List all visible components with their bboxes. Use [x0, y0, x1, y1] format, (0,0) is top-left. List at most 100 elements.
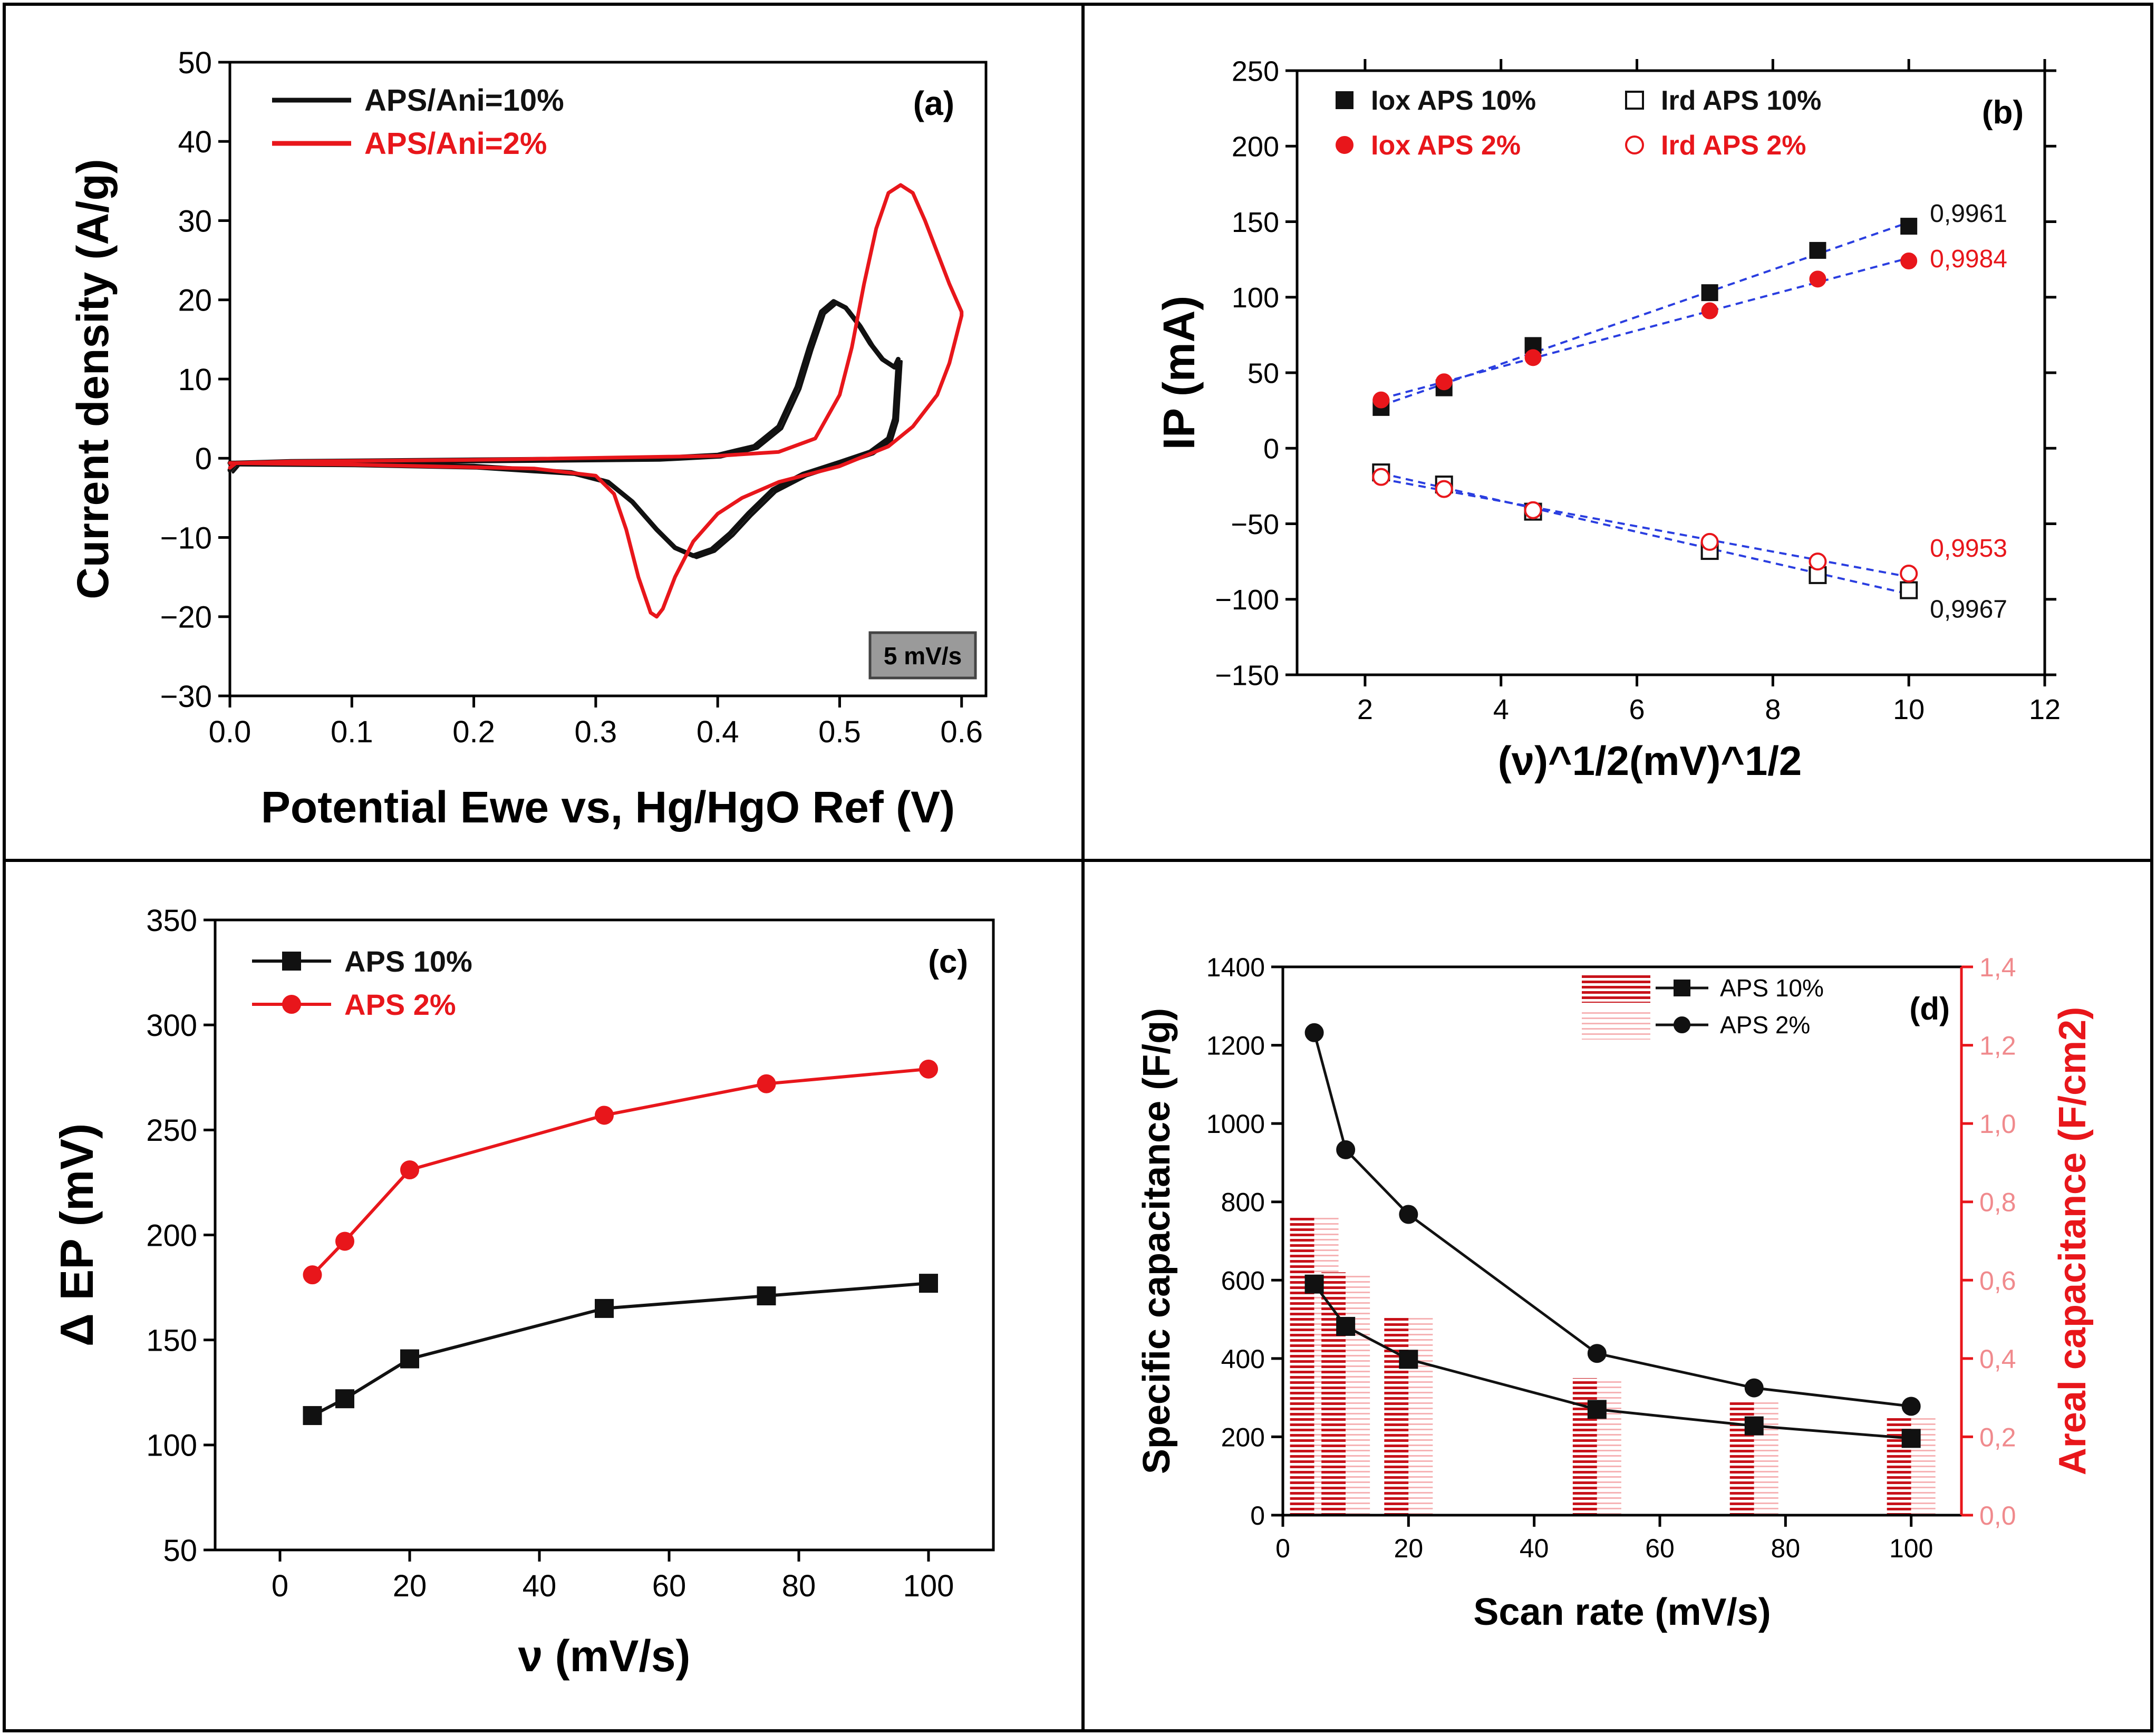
- x-tick-label: 60: [1645, 1534, 1675, 1563]
- x-tick-label: 0.0: [209, 715, 252, 749]
- data-point: [1900, 218, 1918, 235]
- legend-label: APS/Ani=10%: [364, 83, 564, 118]
- x-tick-label: 20: [393, 1569, 427, 1603]
- y-tick-label: −10: [160, 521, 212, 555]
- y2-tick-label: 0,8: [1979, 1188, 2016, 1217]
- x-tick-label: 0.2: [452, 715, 495, 749]
- x-tick-label: 0: [1275, 1534, 1290, 1563]
- y-tick-label: 1200: [1206, 1031, 1265, 1061]
- data-point: [595, 1106, 614, 1125]
- cv-curve-cycle: [231, 302, 903, 559]
- data-point: [1900, 252, 1918, 269]
- y2-tick-label: 0,2: [1979, 1422, 2016, 1452]
- areal-bar: [1572, 1378, 1597, 1515]
- y-axis-title: Specific capacitance (F/g): [1136, 1008, 1178, 1474]
- x-tick-label: 8: [1765, 694, 1781, 725]
- x-tick-label: 80: [782, 1569, 816, 1603]
- x-axis-title: ν (mV/s): [518, 1631, 691, 1681]
- y-tick-label: 100: [1232, 282, 1279, 314]
- data-point: [1744, 1416, 1764, 1436]
- y-axis-title: Current density (A/g): [68, 159, 118, 599]
- x-tick-label: 12: [2029, 694, 2061, 725]
- y-tick-label: 400: [1221, 1344, 1265, 1374]
- panel-label: (c): [928, 944, 968, 980]
- panel-borders: [3, 3, 2153, 1732]
- y-tick-label: 350: [146, 904, 197, 938]
- y2-tick-label: 1,4: [1979, 953, 2016, 982]
- y-tick-label: 20: [178, 284, 212, 318]
- y-tick-label: 600: [1221, 1266, 1265, 1295]
- x-tick-label: 0: [272, 1569, 288, 1603]
- y-tick-label: 150: [146, 1324, 197, 1358]
- data-point: [919, 1059, 938, 1079]
- data-point: [303, 1406, 322, 1426]
- data-point: [1399, 1205, 1418, 1224]
- y-tick-label: 250: [146, 1113, 197, 1148]
- legend-label: Ird APS 2%: [1661, 130, 1806, 161]
- series-line: [1313, 1031, 1913, 1408]
- legend-label: APS 2%: [344, 988, 456, 1021]
- areal-bar: [1321, 1272, 1346, 1515]
- x-tick-label: 0.1: [331, 715, 373, 749]
- data-point: [1399, 1350, 1418, 1369]
- data-point: [1700, 532, 1719, 551]
- x-tick-label: 100: [903, 1569, 954, 1603]
- x-axis-title: Potential Ewe vs, Hg/HgO Ref (V): [261, 782, 955, 832]
- fit-line: [1380, 472, 1909, 595]
- legend-label: APS 2%: [1720, 1011, 1810, 1039]
- data-point: [1304, 1274, 1324, 1294]
- y-tick-label: 250: [1232, 55, 1279, 87]
- data-point: [400, 1160, 419, 1180]
- legend-label: Iox APS 10%: [1371, 85, 1536, 116]
- panel-label: (a): [913, 84, 954, 122]
- y-tick-label: 30: [178, 204, 212, 238]
- x-tick-label: 0.6: [940, 715, 983, 749]
- y2-tick-label: 1,0: [1979, 1109, 2016, 1139]
- panel-a: 0.0 0.1 0.2 0.3 0.4 0.5 0.6 −30 −20 −10 0 10 20 30 40 5…: [68, 46, 988, 832]
- y-tick-label: 200: [146, 1218, 197, 1253]
- r2-label: 0,9953: [1930, 535, 2007, 563]
- legend-label: Iox APS 2%: [1371, 130, 1521, 161]
- x-axis-title: (ν)^1/2(mV)^1/2: [1498, 738, 1802, 784]
- areal-bar: [1408, 1315, 1433, 1515]
- panel-label: (d): [1909, 991, 1950, 1026]
- legend-marker: [1336, 136, 1353, 154]
- data-point: [1744, 1378, 1764, 1398]
- data-point: [919, 1274, 938, 1293]
- y2-tick-label: 0,6: [1979, 1266, 2016, 1295]
- fit-line: [1380, 257, 1909, 400]
- data-point: [1435, 373, 1453, 391]
- areal-bar: [1597, 1378, 1621, 1515]
- data-point: [1587, 1344, 1607, 1363]
- y-tick-label: 50: [1248, 357, 1279, 389]
- x-axis-title: Scan rate (mV/s): [1473, 1591, 1771, 1633]
- data-point: [303, 1265, 322, 1285]
- x-tick-label: 4: [1493, 694, 1509, 725]
- scan-rate-box: [868, 631, 977, 680]
- data-point: [1701, 302, 1718, 319]
- legend-label: APS 10%: [1720, 974, 1824, 1002]
- data-point: [400, 1349, 419, 1369]
- data-point: [1336, 1140, 1356, 1159]
- data-point: [1336, 1316, 1356, 1336]
- legend-label: APS/Ani=2%: [364, 127, 547, 161]
- legend-marker: [282, 952, 301, 971]
- legend-marker: [1674, 980, 1690, 996]
- y-tick-label: 50: [178, 46, 212, 80]
- y2-tick-label: 1,2: [1979, 1031, 2016, 1061]
- y-tick-label: 100: [146, 1429, 197, 1463]
- data-point: [757, 1286, 776, 1306]
- y-tick-label: 0: [195, 442, 212, 476]
- x-tick-label: 20: [1394, 1534, 1424, 1563]
- panel-d: 0 20 40 60 80 10002004006008001000120014000,0…: [1136, 953, 2094, 1633]
- data-point: [1901, 1429, 1921, 1448]
- legend-swatch: [1582, 973, 1650, 1003]
- x-tick-label: 40: [1520, 1534, 1549, 1563]
- y-tick-label: −50: [1231, 509, 1279, 540]
- data-point: [1435, 480, 1453, 498]
- data-point: [1372, 468, 1390, 486]
- data-point: [335, 1232, 354, 1251]
- areal-bar: [1290, 1217, 1314, 1515]
- panel-c: 0 20 40 60 80 100 50 100 150 200 250 300 350 APS 10% A…: [51, 904, 995, 1681]
- data-point: [757, 1074, 776, 1093]
